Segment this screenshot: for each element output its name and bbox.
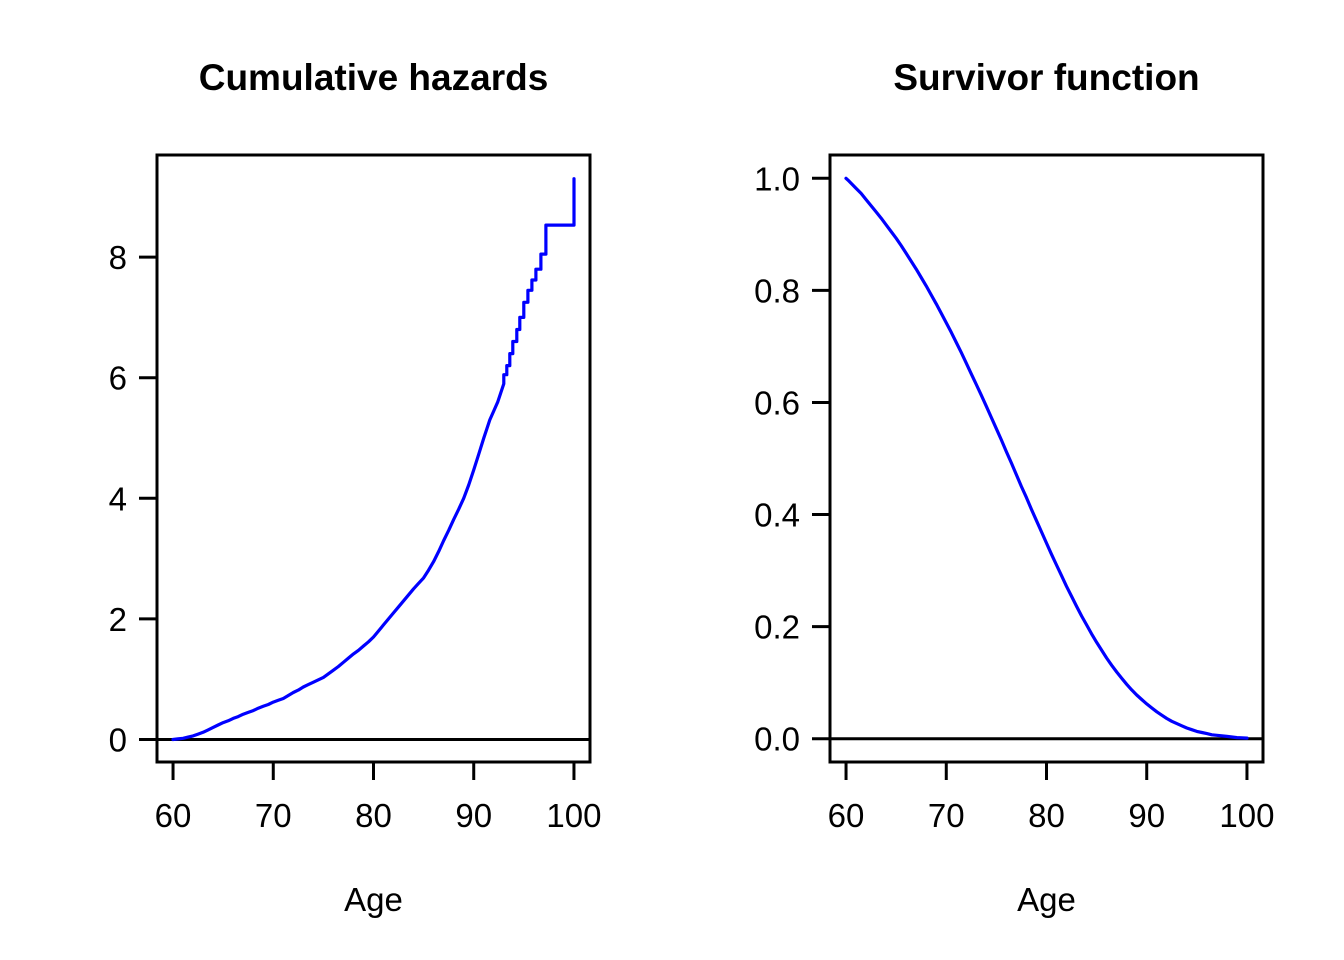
y-tick-label: 0.2 bbox=[754, 609, 800, 646]
y-tick-label: 1.0 bbox=[754, 160, 800, 197]
x-tick-label: 70 bbox=[255, 797, 292, 834]
x-tick-label: 60 bbox=[155, 797, 192, 834]
right-x-axis-label: Age bbox=[1017, 881, 1076, 918]
y-tick-label: 0.4 bbox=[754, 497, 800, 534]
y-tick-label: 0.0 bbox=[754, 721, 800, 758]
right-panel-title: Survivor function bbox=[893, 57, 1200, 98]
x-tick-label: 90 bbox=[1128, 797, 1165, 834]
y-tick-label: 4 bbox=[109, 480, 127, 517]
x-tick-label: 100 bbox=[1219, 797, 1274, 834]
y-tick-label: 0.6 bbox=[754, 384, 800, 421]
survivor-function-curve bbox=[844, 176, 1249, 740]
y-tick-label: 6 bbox=[109, 360, 127, 397]
y-tick-label: 8 bbox=[109, 239, 127, 276]
plot-box bbox=[155, 153, 592, 764]
y-tick-label: 0.8 bbox=[754, 272, 800, 309]
x-tick-label: 70 bbox=[928, 797, 965, 834]
x-tick-label: 80 bbox=[1028, 797, 1065, 834]
y-tick-label: 2 bbox=[109, 601, 127, 638]
left-x-axis-label: Age bbox=[344, 881, 403, 918]
y-tick-label: 0 bbox=[109, 722, 127, 759]
plot-box bbox=[828, 153, 1265, 764]
x-tick-label: 60 bbox=[828, 797, 865, 834]
x-tick-label: 100 bbox=[546, 797, 601, 834]
x-tick-label: 90 bbox=[455, 797, 492, 834]
cumulative-hazard-curve bbox=[171, 177, 576, 742]
left-panel-title: Cumulative hazards bbox=[198, 57, 549, 98]
x-tick-label: 80 bbox=[355, 797, 392, 834]
